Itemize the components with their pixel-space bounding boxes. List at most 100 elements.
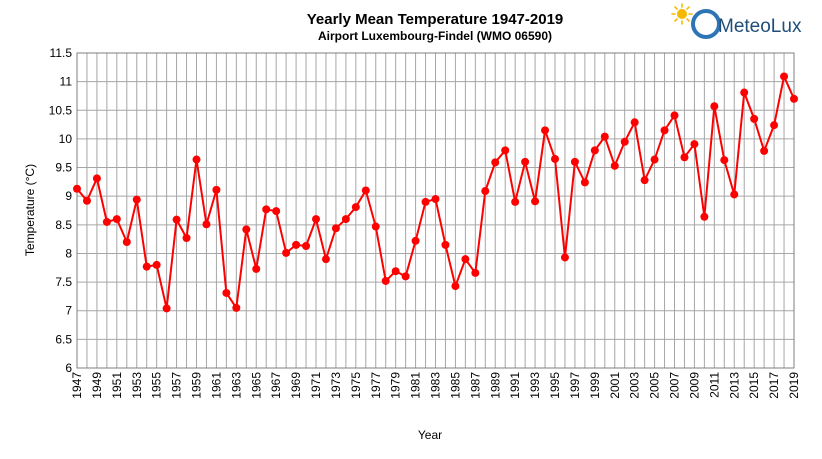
- x-axis-title: Year: [418, 428, 442, 442]
- x-tick-label: 1997: [568, 372, 582, 399]
- data-point: [331, 224, 340, 233]
- data-point: [521, 157, 530, 166]
- y-tick-label: 10.5: [49, 103, 73, 117]
- data-point: [391, 267, 400, 276]
- y-tick-label: 10: [59, 132, 73, 146]
- sun-ray: [674, 18, 678, 22]
- sun-ray: [686, 18, 690, 22]
- data-point: [242, 225, 251, 234]
- data-point: [730, 190, 739, 199]
- data-point: [252, 264, 261, 273]
- data-point: [162, 304, 171, 313]
- x-tick-label: 2001: [608, 372, 622, 399]
- sun-ray: [686, 6, 690, 10]
- x-tick-label: 1999: [588, 372, 602, 399]
- x-tick-label: 2015: [747, 372, 761, 399]
- y-tick-label: 6.5: [55, 332, 72, 346]
- x-tick-label: 1971: [309, 372, 323, 399]
- y-tick-label: 7.5: [55, 275, 72, 289]
- x-tick-label: 1985: [448, 372, 462, 399]
- chart-title: Yearly Mean Temperature 1947-2019: [307, 11, 564, 28]
- data-point: [670, 111, 679, 120]
- data-point: [740, 88, 749, 97]
- y-tick-label: 7: [65, 304, 72, 318]
- data-point: [541, 126, 550, 135]
- x-tick-label: 1949: [90, 372, 104, 399]
- plot-area-border: [76, 52, 795, 369]
- data-point: [620, 137, 629, 146]
- x-tick-label: 1989: [488, 372, 502, 399]
- y-tick-label: 11: [60, 75, 73, 89]
- data-point: [650, 155, 659, 164]
- x-tick-label: 1987: [468, 372, 482, 399]
- data-point: [750, 114, 759, 123]
- data-point: [551, 154, 559, 163]
- data-point: [560, 253, 569, 262]
- data-point: [321, 255, 330, 264]
- x-tick-label: 1959: [190, 372, 204, 399]
- sun-icon: [671, 3, 693, 25]
- sun-ray: [674, 6, 678, 10]
- data-point: [790, 94, 798, 103]
- data-point: [780, 72, 789, 81]
- x-tick-label: 1961: [209, 372, 223, 399]
- x-tick-label: 1967: [269, 372, 283, 399]
- data-point: [232, 303, 241, 312]
- data-point: [112, 215, 121, 224]
- data-point: [580, 178, 589, 187]
- x-tick-label: 2017: [767, 372, 781, 399]
- data-point: [660, 126, 669, 135]
- data-point: [570, 157, 579, 166]
- x-tick-label: 1983: [429, 372, 443, 399]
- x-tick-label: 2011: [707, 372, 721, 398]
- x-tick-label: 2013: [727, 372, 741, 399]
- data-point: [212, 185, 221, 194]
- y-tick-label: 11.5: [50, 46, 73, 60]
- data-point: [152, 260, 161, 269]
- data-point: [272, 207, 281, 216]
- data-point: [600, 132, 609, 141]
- data-point: [172, 215, 181, 224]
- x-tick-label: 2005: [648, 372, 662, 399]
- data-point: [361, 186, 370, 195]
- x-tick-label: 1979: [389, 372, 403, 399]
- data-point: [411, 236, 420, 245]
- data-point: [282, 248, 291, 257]
- data-point: [501, 146, 510, 155]
- data-point: [341, 215, 350, 224]
- data-point: [511, 197, 520, 206]
- data-point: [401, 272, 410, 281]
- data-point: [312, 215, 320, 224]
- data-point: [720, 156, 729, 165]
- logo-text: MeteoLux: [718, 16, 802, 37]
- y-tick-label: 9.5: [55, 161, 72, 175]
- x-tick-label: 1993: [528, 372, 542, 399]
- x-tick-label: 2007: [668, 372, 682, 399]
- x-tick-label: 2009: [687, 372, 701, 399]
- data-point: [262, 205, 271, 214]
- data-point: [292, 240, 301, 249]
- data-point: [92, 174, 101, 183]
- data-point: [82, 196, 91, 205]
- data-point: [102, 217, 111, 226]
- data-point: [192, 155, 201, 164]
- y-tick-label: 9: [65, 189, 72, 203]
- data-point: [760, 146, 769, 155]
- data-point: [302, 242, 311, 251]
- data-point: [182, 233, 191, 242]
- data-point: [381, 276, 390, 285]
- data-point: [680, 153, 689, 162]
- chart-subtitle: Airport Luxembourg-Findel (WMO 06590): [318, 29, 552, 43]
- data-point: [421, 197, 430, 206]
- data-point: [461, 255, 470, 264]
- x-tick-label: 1973: [329, 372, 343, 399]
- data-point: [371, 222, 380, 231]
- x-tick-label: 1957: [170, 372, 184, 399]
- x-tick-label: 1951: [110, 372, 124, 399]
- x-tick-label: 1953: [130, 372, 144, 399]
- y-tick-label: 8.5: [55, 218, 72, 232]
- data-point: [690, 140, 699, 149]
- x-tick-label: 1991: [508, 372, 522, 399]
- data-point: [202, 220, 211, 229]
